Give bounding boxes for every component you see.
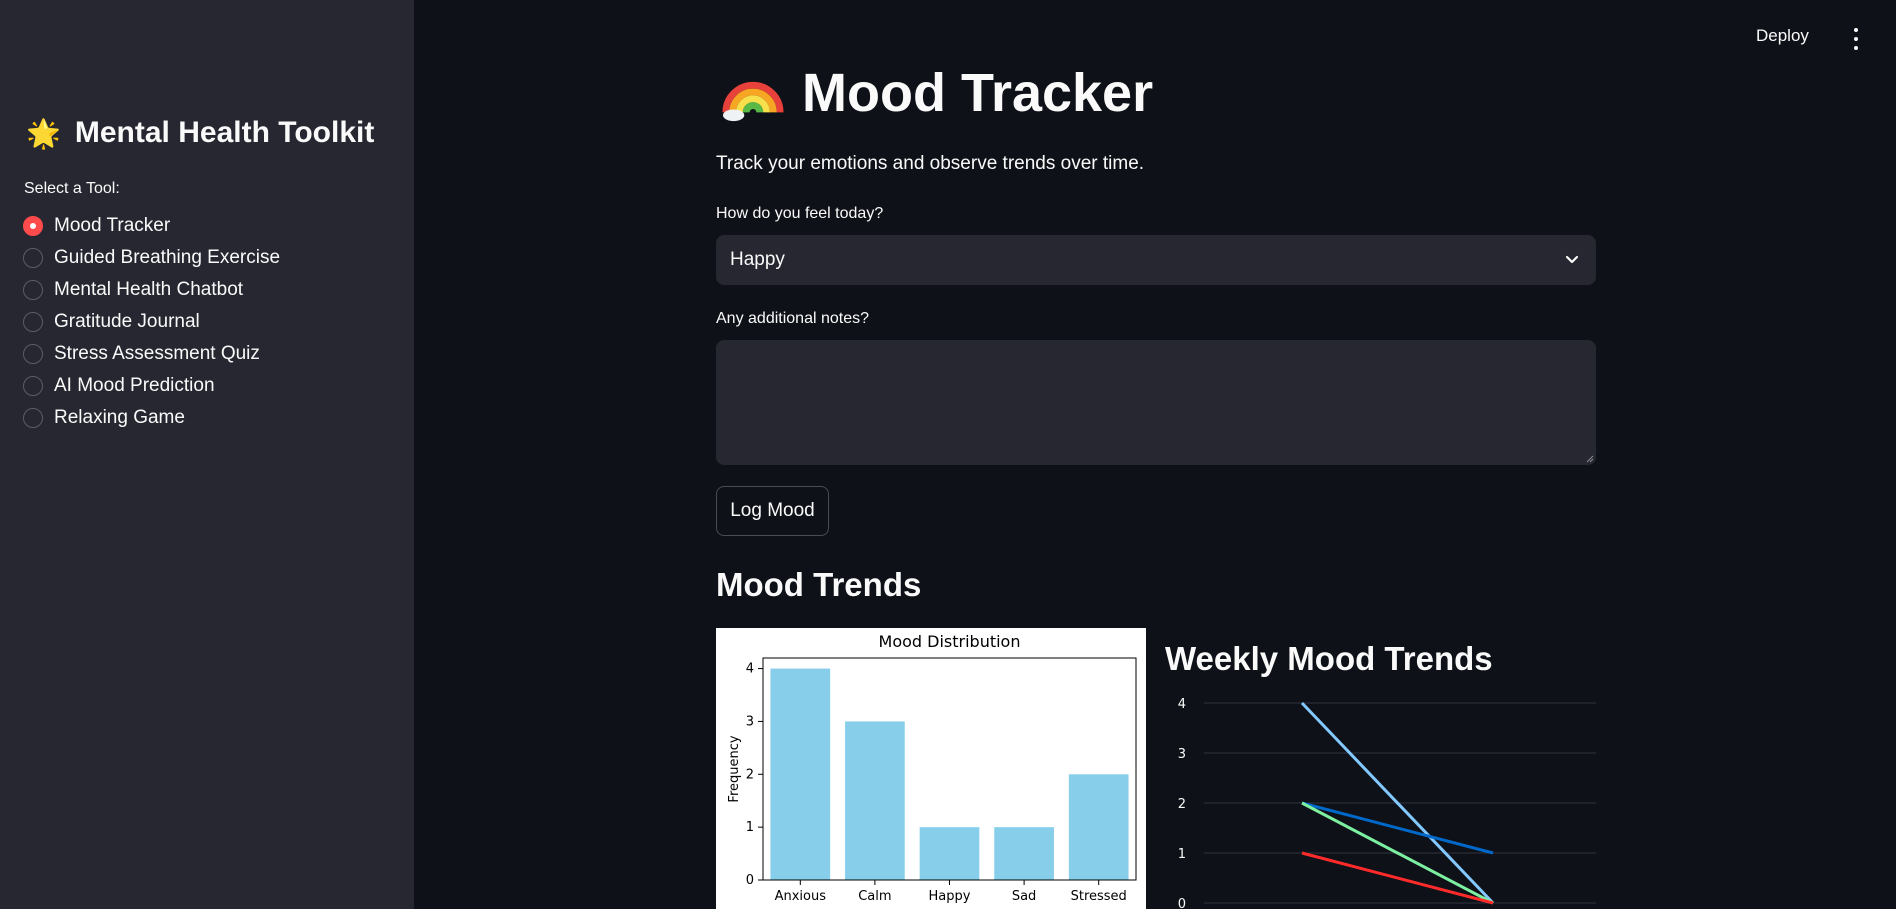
y-tick-label: 3 bbox=[746, 714, 754, 729]
bar-sad bbox=[994, 827, 1054, 880]
mood-trends-heading: Mood Trends bbox=[716, 566, 922, 603]
radio-circle-icon[interactable] bbox=[23, 344, 43, 364]
x-tick-label: Anxious bbox=[775, 889, 827, 904]
series-line-0 bbox=[1300, 701, 1495, 905]
series-line-1 bbox=[1301, 801, 1494, 855]
mood-select-label: How do you feel today? bbox=[716, 205, 884, 222]
weekly-mood-line-chart: 0 1 2 3 4 bbox=[1178, 697, 1596, 909]
x-tick-label: Sad bbox=[1012, 889, 1036, 904]
y-tick-label: 3 bbox=[1178, 747, 1186, 762]
series-line-3 bbox=[1301, 851, 1494, 905]
radio-circle-icon[interactable] bbox=[23, 312, 43, 332]
tool-option-label: Relaxing Game bbox=[54, 407, 185, 428]
x-tick-label: Happy bbox=[929, 889, 971, 904]
sun-icon: 🌟 bbox=[26, 117, 61, 149]
bar-happy bbox=[919, 827, 980, 880]
tool-option-label: Gratitude Journal bbox=[54, 311, 200, 332]
mood-select-value: Happy bbox=[730, 249, 785, 270]
chevron-down-icon bbox=[1565, 255, 1579, 264]
tool-option-label: Guided Breathing Exercise bbox=[54, 247, 281, 268]
tool-option-mood-tracker[interactable]: Mood Tracker bbox=[23, 210, 280, 242]
tool-option-relaxing-game[interactable]: Relaxing Game bbox=[23, 402, 280, 434]
plot-frame bbox=[762, 657, 1137, 881]
tool-select-label: Select a Tool: bbox=[24, 180, 120, 197]
tool-option-gratitude-journal[interactable]: Gratitude Journal bbox=[23, 306, 280, 338]
y-tick-label: 0 bbox=[746, 873, 754, 888]
resize-grip-icon[interactable] bbox=[1586, 455, 1594, 463]
bar-stressed bbox=[1068, 774, 1129, 880]
tool-option-label: AI Mood Prediction bbox=[54, 375, 215, 396]
x-tick-label: Stressed bbox=[1071, 889, 1127, 904]
y-axis-label: Frequency bbox=[727, 735, 742, 802]
tool-option-ai-mood-prediction[interactable]: AI Mood Prediction bbox=[23, 370, 280, 402]
sidebar-title: 🌟 Mental Health Toolkit bbox=[26, 116, 374, 150]
y-tick-label: 4 bbox=[746, 662, 754, 677]
notes-label: Any additional notes? bbox=[716, 310, 869, 327]
tool-radio-group: Mood Tracker Guided Breathing Exercise Men… bbox=[23, 210, 280, 434]
radio-circle-icon[interactable] bbox=[23, 248, 43, 268]
radio-circle-icon[interactable] bbox=[23, 280, 43, 300]
radio-circle-icon[interactable] bbox=[23, 376, 43, 396]
page-subtitle: Track your emotions and observe trends o… bbox=[716, 153, 1145, 174]
sidebar-title-text: Mental Health Toolkit bbox=[74, 116, 375, 149]
tool-option-stress-assessment-quiz[interactable]: Stress Assessment Quiz bbox=[23, 338, 280, 370]
y-tick-label: 2 bbox=[746, 767, 754, 782]
chart-title: Mood Distribution bbox=[879, 632, 1021, 651]
mood-distribution-chart: Mood Distribution Frequency Anxious Calm Hap… bbox=[716, 628, 1146, 909]
log-mood-button[interactable]: Log Mood bbox=[716, 486, 829, 536]
page-title-text: Mood Tracker bbox=[802, 63, 1154, 123]
y-tick-label: 2 bbox=[1178, 797, 1186, 812]
bar-anxious bbox=[770, 668, 831, 880]
sidebar: 🌟 Mental Health Toolkit Select a Tool: M… bbox=[0, 0, 414, 909]
y-tick-label: 0 bbox=[1178, 897, 1186, 909]
tool-option-mental-health-chatbot[interactable]: Mental Health Chatbot bbox=[23, 274, 280, 306]
weekly-trends-heading: Weekly Mood Trends bbox=[1165, 640, 1493, 677]
series-line-2 bbox=[1301, 801, 1494, 905]
y-tick-label: 4 bbox=[1178, 697, 1186, 712]
y-tick-label: 1 bbox=[746, 820, 754, 835]
page-title: Mood Tracker bbox=[722, 62, 1153, 124]
radio-circle-icon[interactable] bbox=[23, 216, 43, 236]
notes-textarea[interactable] bbox=[716, 340, 1596, 465]
deploy-button[interactable]: Deploy bbox=[1756, 26, 1809, 45]
tool-option-label: Stress Assessment Quiz bbox=[54, 343, 260, 364]
rainbow-icon bbox=[722, 81, 784, 122]
tool-option-guided-breathing-exercise[interactable]: Guided Breathing Exercise bbox=[23, 242, 280, 274]
tool-option-label: Mental Health Chatbot bbox=[54, 279, 244, 300]
tool-option-label: Mood Tracker bbox=[54, 215, 171, 236]
y-tick-label: 1 bbox=[1178, 847, 1186, 862]
x-tick-label: Calm bbox=[858, 889, 891, 904]
more-vertical-icon[interactable] bbox=[1852, 28, 1860, 50]
bar-calm bbox=[845, 721, 905, 880]
mood-select[interactable]: Happy bbox=[716, 235, 1596, 285]
radio-circle-icon[interactable] bbox=[23, 408, 43, 428]
